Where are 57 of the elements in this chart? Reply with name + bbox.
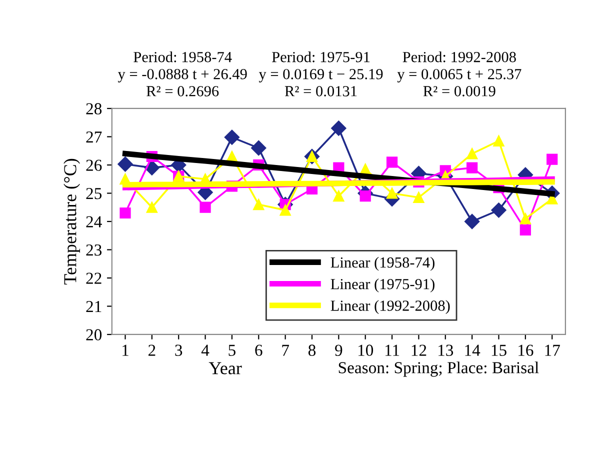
point [120,207,131,219]
x-tick-label: 12 [412,344,426,356]
y-axis-title: Temperature (°C) [64,158,80,285]
point [493,135,504,147]
point [546,154,558,165]
point [491,202,506,218]
point [333,190,344,202]
y-tick-label: 23 [86,244,102,256]
x-tick-label: 16 [518,344,534,356]
x-tick-label: 9 [335,344,342,356]
y-tick-label: 27 [86,131,102,143]
x-axis-title: Year [208,362,242,374]
point [200,202,211,213]
text: Period: 1975-91 y = 0.0169 t − 25.19 R² = 0.0131 [258,51,383,96]
y-tick-label: 24 [86,216,102,228]
legend-label: Linear (1958-74) [330,256,434,271]
point [466,162,478,174]
x-tick-label: 3 [175,344,182,356]
point [224,130,240,145]
text: Season: Spring; Place: Barisal [338,362,539,377]
x-tick-label: 8 [308,344,316,356]
text: Period: 1958-74 y = -0.0888 t + 26.49 R² = 0.2696 [118,51,247,96]
point [280,204,291,216]
x-tick-label: 6 [255,344,262,356]
x-tick-label: 4 [201,344,210,356]
x-tick-label: 1 [122,344,128,356]
point [413,192,424,204]
x-tick-label: 14 [465,344,480,356]
point [466,148,478,160]
x-tick-label: 7 [282,344,290,356]
y-tick-label: 22 [86,272,102,284]
point [251,140,266,156]
y-tick-label: 21 [86,300,102,312]
x-tick-label: 2 [148,344,156,356]
point [360,190,371,202]
y-tick-label: 28 [86,103,102,114]
point [520,224,531,236]
x-tick-label: 17 [545,344,560,356]
legend-label: Linear (1975-91) [330,278,434,292]
point [386,156,398,168]
x-tick-label: 10 [358,344,374,356]
point [146,202,158,213]
x-tick-label: 11 [385,344,400,356]
point [253,198,264,210]
x-tick-label: 15 [492,344,506,356]
point [118,156,133,172]
x-tick-label: 5 [228,344,236,356]
point [520,213,531,224]
legend-label: Linear (1992-2008) [330,300,450,314]
text: Period: 1992-2008 y = 0.0065 t + 25.37 R² = 0.0019 [397,51,522,96]
point [464,214,480,230]
y-tick-label: 25 [86,188,102,200]
point [386,188,398,199]
y-tick-label: 20 [86,329,102,340]
x-tick-label: 13 [438,344,454,356]
point [331,120,346,136]
y-tick-label: 26 [86,160,102,171]
